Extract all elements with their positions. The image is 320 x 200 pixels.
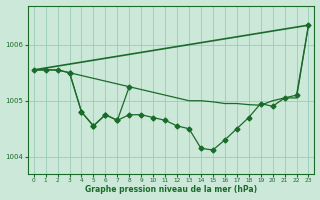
X-axis label: Graphe pression niveau de la mer (hPa): Graphe pression niveau de la mer (hPa): [85, 185, 257, 194]
